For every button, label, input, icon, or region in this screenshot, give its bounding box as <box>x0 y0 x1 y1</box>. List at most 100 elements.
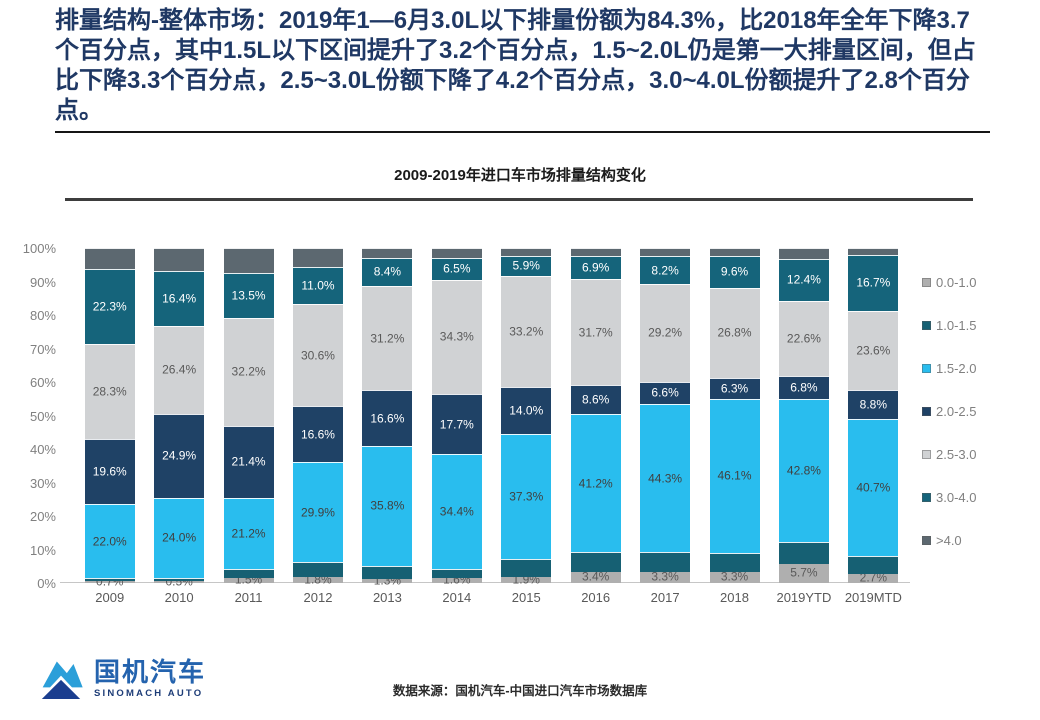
legend-label: 0.0-1.0 <box>936 275 977 290</box>
bar-segment-2.0-2.5: 16.6% <box>362 390 413 447</box>
data-label: 21.2% <box>231 526 266 541</box>
data-label: 17.7% <box>439 417 474 432</box>
data-label: 32.2% <box>231 364 266 379</box>
data-label: 11.0% <box>301 278 335 293</box>
bar-segment-3.0-4.0: 22.3% <box>84 269 135 344</box>
bar-segment-3.0-4.0: 9.6% <box>709 255 760 288</box>
legend-swatch-icon <box>922 364 931 373</box>
bar-segment-1.5-2.0: 40.7% <box>848 419 899 556</box>
stacked-bar: 1.9% 37.3% 14.0% 33.2% 5.9% <box>501 248 552 586</box>
x-axis-tick: 2010 <box>164 590 194 605</box>
x-axis-tick: 2018 <box>720 590 749 605</box>
legend-item-2.5-3.0: 2.5-3.0 <box>922 447 976 462</box>
y-axis-tick: 90% <box>29 274 56 290</box>
bar-segment->4.0 <box>362 248 413 258</box>
bar-segment-0.0-1.0: 0.7% <box>84 575 135 588</box>
data-label: 6.3% <box>720 381 749 396</box>
bar-segment-0.0-1.0: 1.8% <box>292 573 343 586</box>
bar-segment-0.0-1.0: 1.6% <box>431 573 482 586</box>
x-axis-tick: 2015 <box>511 590 541 605</box>
bar-segment-2.5-3.0: 30.6% <box>292 303 343 407</box>
data-label: 28.3% <box>92 384 127 399</box>
legend-item-1.0-1.5: 1.0-1.5 <box>922 318 977 333</box>
bar-segment-1.5-2.0: 34.4% <box>431 453 482 569</box>
bar-segment-2.5-3.0: 28.3% <box>84 343 135 439</box>
headline: 排量结构-整体市场：2019年1—6月3.0L以下排量份额为84.3%，比201… <box>55 6 990 133</box>
data-label: 8.6% <box>581 392 610 407</box>
y-axis-tick: 40% <box>29 442 56 457</box>
data-label: 29.2% <box>648 325 683 340</box>
legend: 0.0-1.0 1.0-1.5 1.5-2.0 2.0-2.5 2.5-3.0 3.0-4… <box>922 275 977 548</box>
data-label: 30.6% <box>300 348 335 363</box>
data-label: 40.7% <box>856 480 891 495</box>
data-label: 3.3% <box>651 569 679 584</box>
legend-item-2.0-2.5: 2.0-2.5 <box>922 404 976 419</box>
bar-segment-3.0-4.0: 11.0% <box>292 267 343 304</box>
stacked-bar: 1.6% 34.4% 17.7% 34.3% 6.5% <box>431 248 482 586</box>
data-label: 3.4% <box>581 569 610 584</box>
bar-segment-2.0-2.5: 6.6% <box>640 381 691 404</box>
bar-segment-2.5-3.0: 31.2% <box>362 285 413 391</box>
legend-item-0.0-1.0: 0.0-1.0 <box>922 275 977 290</box>
stacked-bar: 5.7% 42.8% 6.8% 22.6% 12.4% <box>778 248 829 583</box>
data-label: 31.2% <box>370 331 405 346</box>
bar-column-2018: 3.3% 46.1% 6.3% 26.8% 9.6% 2018 <box>700 248 769 605</box>
legend-swatch-icon <box>922 278 931 287</box>
bar-segment-1.5-2.0: 42.8% <box>778 399 829 543</box>
bar-segment-1.5-2.0: 21.2% <box>223 497 274 569</box>
sinomach-logo-icon <box>37 661 85 701</box>
data-label: 42.8% <box>786 463 821 478</box>
bar-segment-2.5-3.0: 26.4% <box>154 325 205 415</box>
x-axis-tick: 2019MTD <box>844 590 902 605</box>
bar-segment-1.0-1.5 <box>570 552 621 572</box>
bar-segment-2.0-2.5: 8.6% <box>570 385 621 415</box>
logo-name-en: SINOMACH AUTO <box>94 688 204 699</box>
bar-segment-1.0-1.5 <box>84 577 135 581</box>
company-logo: 国机汽车 SINOMACH AUTO <box>36 656 206 702</box>
stacked-bar: 0.7% 22.0% 19.6% 28.3% 22.3% <box>84 248 135 588</box>
legend-swatch-icon <box>922 321 931 330</box>
data-label: 44.3% <box>648 471 683 485</box>
bar-column-2012: 1.8% 29.9% 16.6% 30.6% 11.0% 2012 <box>283 248 352 605</box>
bar-segment-2.0-2.5: 21.4% <box>223 425 274 498</box>
bar-segment-1.0-1.5 <box>362 565 413 579</box>
bar-segment-0.0-1.0: 1.5% <box>223 573 274 586</box>
bar-segment-0.0-1.0: 3.4% <box>570 569 621 584</box>
bar-segment-1.5-2.0: 44.3% <box>640 403 691 553</box>
bar-segment-0.0-1.0: 2.7% <box>848 571 899 584</box>
bar-segment->4.0 <box>709 248 760 256</box>
data-label: 8.2% <box>651 263 679 278</box>
chart-title-divider <box>65 198 973 201</box>
data-label: 8.8% <box>859 397 888 412</box>
bar-segment-1.0-1.5 <box>154 577 205 582</box>
chart-plot-area: 0% 10% 20% 30% 40% 50% 60% 70% 80% 90% 100% 0.7% 22… <box>0 241 1040 605</box>
bar-segment-2.0-2.5: 6.8% <box>778 376 829 400</box>
bar-segment-1.0-1.5 <box>640 552 691 572</box>
data-label: 22.0% <box>92 534 127 549</box>
bar-series-area: 0.7% 22.0% 19.6% 28.3% 22.3% 2009 0.5% 24.0% 24.… <box>75 248 908 605</box>
data-label: 8.4% <box>373 264 402 279</box>
y-axis-tick: 20% <box>29 509 56 524</box>
bar-segment-2.0-2.5: 24.9% <box>154 414 205 498</box>
bar-segment-3.0-4.0: 8.2% <box>640 256 691 284</box>
data-label: 6.9% <box>581 260 610 275</box>
bar-segment-1.0-1.5 <box>501 558 552 577</box>
bar-segment-0.0-1.0: 5.7% <box>778 563 829 583</box>
y-axis-tick: 10% <box>29 542 56 558</box>
bar-segment-1.0-1.5 <box>292 562 343 577</box>
bar-segment-0.0-1.0: 0.5% <box>154 575 205 588</box>
legend-label: 1.0-1.5 <box>936 318 977 333</box>
data-label: 22.3% <box>92 299 127 314</box>
bar-column-2013: 1.3% 35.8% 16.6% 31.2% 8.4% 2013 <box>353 248 422 605</box>
bar-segment-2.5-3.0: 26.8% <box>709 287 760 378</box>
logo-text: 国机汽车 SINOMACH AUTO <box>94 659 206 700</box>
data-label: 26.4% <box>162 362 197 377</box>
bar-segment-2.5-3.0: 34.3% <box>431 279 482 395</box>
legend-item-3.0-4.0: 3.0-4.0 <box>922 490 976 505</box>
bar-segment-0.0-1.0: 3.3% <box>709 570 760 583</box>
data-label: 16.6% <box>300 427 335 442</box>
bar-segment-3.0-4.0: 6.5% <box>431 257 482 280</box>
x-axis-tick: 2012 <box>303 590 333 605</box>
bar-segment-2.5-3.0: 23.6% <box>848 310 899 390</box>
